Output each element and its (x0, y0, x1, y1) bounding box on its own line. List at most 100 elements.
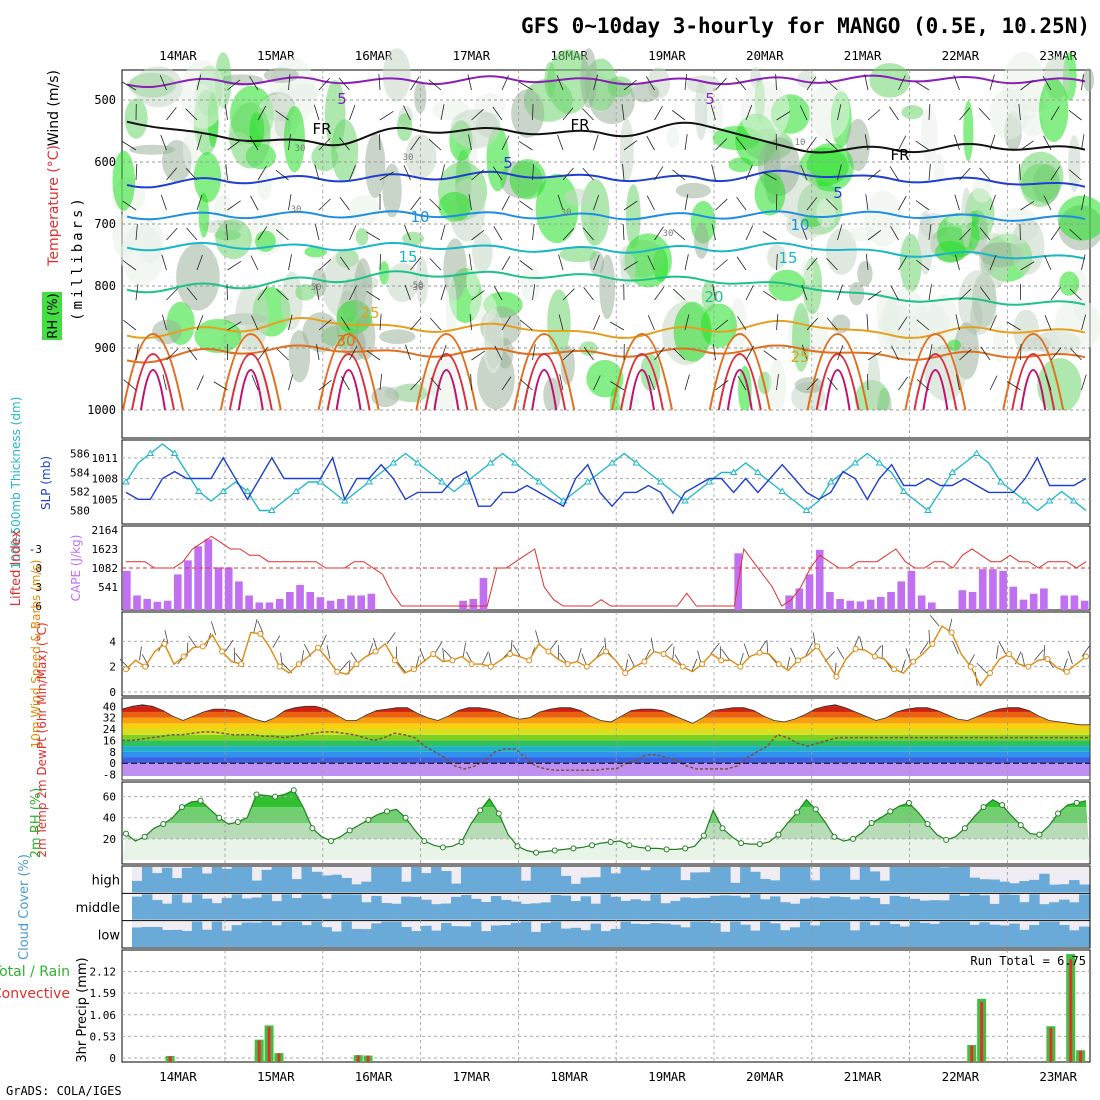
cloud-cell (221, 930, 233, 947)
rh-blob (867, 353, 881, 413)
rh-marker (421, 837, 428, 844)
rh-blob (700, 303, 738, 348)
cloud-cell (201, 898, 213, 920)
cape-bar (245, 595, 253, 610)
wind-speed-line-marker (526, 657, 533, 664)
rh-marker (346, 827, 353, 834)
precip-convective-bar (356, 1055, 360, 1062)
wind-barb (776, 374, 779, 391)
cloud-cell (550, 921, 562, 947)
rh-blob (740, 80, 790, 143)
rh-marker (570, 845, 577, 852)
wind-barb-10m (721, 648, 731, 661)
wind-barb-10m (790, 647, 797, 661)
date-label-top: 16MAR (355, 48, 393, 63)
rh-contour-label: 50 (311, 283, 322, 293)
rh-contour-label: 10 (795, 138, 806, 148)
wind-barb-10m (596, 645, 605, 659)
cloud-cell (1009, 883, 1020, 893)
cloud-cell (441, 903, 452, 920)
wind-barb-10m (1043, 645, 1046, 660)
rh-blob (1022, 114, 1044, 137)
rh-tick: 60 (103, 791, 116, 804)
wind-barb (1069, 228, 1082, 241)
cloud-cell (590, 903, 602, 920)
wind-barb (593, 315, 601, 331)
cloud-cell (171, 894, 183, 920)
wind-barb (403, 105, 411, 121)
cloud-cell (470, 867, 482, 893)
wind-barb (1019, 223, 1021, 241)
wind-barb (379, 171, 394, 181)
rh-blob (547, 49, 592, 114)
wind-barb (532, 164, 535, 181)
temp-band (122, 729, 1090, 735)
wind-barb (166, 107, 177, 121)
li-tick: 6 (35, 600, 42, 613)
wind-barb (953, 74, 960, 91)
wind-barb (672, 169, 686, 181)
rh-blob (794, 377, 825, 394)
cape-bar (296, 584, 304, 610)
wind-barb (916, 319, 930, 331)
wind-barb (349, 104, 356, 121)
wind-barb (249, 135, 259, 151)
cloud-cell (281, 921, 292, 947)
rh-marker (309, 825, 316, 832)
surface-warm-contour (726, 369, 753, 411)
contour-label: FR (312, 120, 331, 138)
wind-barb (185, 108, 198, 121)
cloud-cell (351, 894, 362, 920)
wind-barb (684, 134, 688, 151)
wind-barb (249, 76, 259, 91)
wind-barb-10m (481, 651, 489, 665)
wind-barb-10m (710, 642, 720, 655)
pressure-tick: 600 (94, 155, 116, 169)
cloud-cell (680, 897, 691, 920)
thickness-line-marker (899, 487, 908, 494)
cloud-cell (500, 925, 512, 947)
wind-barb (519, 200, 533, 211)
wind-barb (440, 164, 445, 181)
rh-contour-label: 30 (413, 283, 424, 293)
cloud-cell (401, 896, 412, 920)
wind-speed-line-marker (391, 657, 398, 664)
surface-warm-contour (140, 369, 166, 411)
rh-marker (495, 810, 502, 817)
cloud-cell (809, 925, 821, 947)
cloud-cell (730, 882, 741, 893)
cloud-cell (829, 921, 841, 947)
wind-barb (1081, 134, 1085, 151)
wind-barb (562, 288, 575, 301)
thickness-line-marker (219, 487, 228, 494)
cloud-cell (441, 871, 452, 893)
date-label-top: 20MAR (746, 48, 784, 63)
wind-barb (518, 81, 533, 91)
wind-barb (227, 79, 241, 91)
wind-speed-line-marker (871, 653, 878, 660)
wind-barb (673, 348, 686, 361)
precip-tick: 0.53 (90, 1030, 117, 1043)
wind-barb (989, 255, 997, 271)
cloud-cell (630, 867, 641, 893)
wind-barb (684, 194, 689, 211)
surface-warm-contour (620, 353, 664, 411)
wind-barb-10m (976, 662, 988, 674)
wind-barb (710, 104, 716, 121)
wind-barb (429, 258, 442, 271)
rh-marker (383, 808, 390, 815)
cloud-cell (680, 880, 691, 893)
rh-marker (1073, 799, 1080, 806)
wind-barb (806, 136, 817, 151)
cape-bar (795, 588, 804, 610)
freezing-level-line (126, 120, 1086, 154)
wind-barb (867, 169, 881, 181)
wind-speed-line-marker (353, 661, 360, 668)
wind-barb (288, 74, 291, 91)
cloud-cell (640, 900, 651, 920)
wind-barb (404, 284, 411, 301)
cloud-cell (580, 896, 592, 920)
wind-barb (806, 197, 818, 211)
wind-speed-line-marker (891, 666, 897, 673)
thickness-line-marker (778, 487, 787, 494)
